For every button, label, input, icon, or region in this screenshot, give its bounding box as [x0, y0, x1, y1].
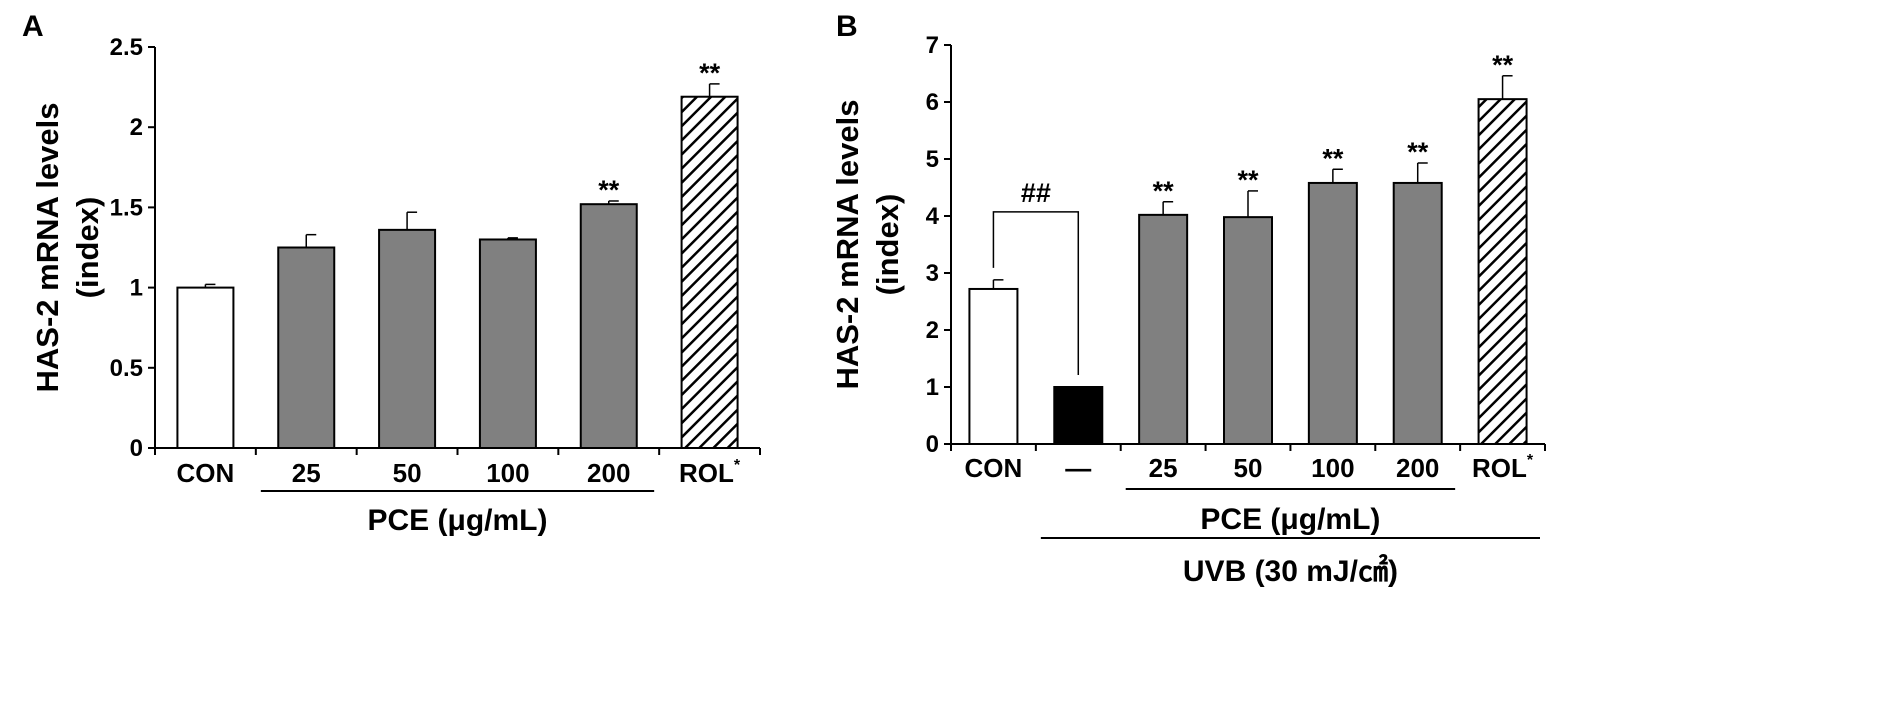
bar	[378, 228, 437, 449]
bar	[1392, 181, 1443, 445]
category-label-text: 200	[587, 458, 630, 488]
bar	[680, 95, 739, 449]
group-label: PCE (μg/mL)	[1200, 503, 1380, 536]
category-label: 200	[587, 458, 630, 488]
category-label-text: 200	[1396, 453, 1439, 483]
y-tick-label: 0	[130, 435, 143, 462]
category-superscript: *	[1527, 452, 1534, 469]
category-label-text: CON	[965, 453, 1023, 483]
bar	[1138, 213, 1189, 445]
y-tick-label: 7	[926, 32, 939, 59]
panel-b: B HAS-2 mRNA levels (index) 0 1 2 3 4 5 6 7 CON — ** 2…	[830, 10, 1546, 588]
panel-letter: A	[22, 10, 44, 43]
category-label: —	[1065, 453, 1091, 483]
category-label: 50	[393, 458, 422, 488]
significance-mark: **	[1237, 165, 1259, 195]
category-label-text: 25	[292, 458, 321, 488]
category-label-text: 50	[1234, 453, 1263, 483]
y-tick-label: 3	[926, 260, 939, 287]
y-axis-title: HAS-2 mRNA levels	[830, 99, 865, 389]
y-tick-label: 1.5	[110, 194, 143, 221]
y-tick-label: 2	[130, 114, 143, 141]
significance-mark: **	[1407, 137, 1429, 167]
bar	[1307, 181, 1358, 445]
panel-a: A HAS-2 mRNA levels (index) 0 0.5 1 1.5 2 2.5 CON…	[22, 10, 761, 537]
y-axis-title-unit: (index)	[70, 197, 105, 299]
significance-mark: **	[699, 58, 721, 88]
significance-mark: **	[1153, 176, 1175, 206]
category-label: 50	[1234, 453, 1263, 483]
category-label: 100	[1311, 453, 1354, 483]
comparison-bracket	[992, 211, 1080, 375]
y-tick-label: 5	[926, 146, 939, 173]
category-label: 100	[486, 458, 529, 488]
bar	[277, 246, 336, 449]
group-label: PCE (μg/mL)	[367, 504, 547, 537]
bar	[968, 287, 1019, 445]
category-superscript: *	[734, 457, 741, 474]
category-label-text: 100	[1311, 453, 1354, 483]
y-tick-label: 4	[926, 203, 940, 230]
y-tick-label: 0.5	[110, 355, 143, 382]
bracket-label: ##	[1021, 178, 1051, 208]
y-tick-label: 0	[926, 431, 939, 458]
y-tick-label: 6	[926, 89, 939, 116]
bar	[579, 203, 638, 449]
bar	[478, 238, 537, 449]
category-label-text: ROL	[1472, 453, 1527, 483]
bar	[1053, 386, 1104, 445]
category-label: 25	[1149, 453, 1178, 483]
y-tick-label: 1	[130, 275, 143, 302]
significance-mark: **	[1322, 143, 1344, 173]
category-label: ROL*	[679, 457, 741, 488]
bar	[176, 286, 235, 449]
panel-letter: B	[836, 10, 858, 43]
category-label: 25	[292, 458, 321, 488]
category-label: 200	[1396, 453, 1439, 483]
category-label: CON	[177, 458, 235, 488]
y-axis-title-unit: (index)	[870, 194, 905, 296]
category-label-text: 100	[486, 458, 529, 488]
category-label-text: —	[1065, 453, 1091, 483]
category-label: ROL*	[1472, 452, 1534, 483]
bar	[1477, 98, 1528, 446]
category-label-text: 25	[1149, 453, 1178, 483]
y-tick-label: 2	[926, 317, 939, 344]
category-label-text: CON	[177, 458, 235, 488]
y-axis-title: HAS-2 mRNA levels	[30, 102, 65, 392]
significance-mark: **	[598, 175, 620, 205]
group-label: UVB (30 mJ/㎠)	[1183, 554, 1398, 588]
category-label: CON	[965, 453, 1023, 483]
y-tick-label: 2.5	[110, 34, 143, 61]
category-label-text: 50	[393, 458, 422, 488]
category-label-text: ROL	[679, 458, 734, 488]
significance-mark: **	[1492, 50, 1514, 80]
y-tick-label: 1	[926, 374, 939, 401]
bar	[1223, 216, 1273, 445]
